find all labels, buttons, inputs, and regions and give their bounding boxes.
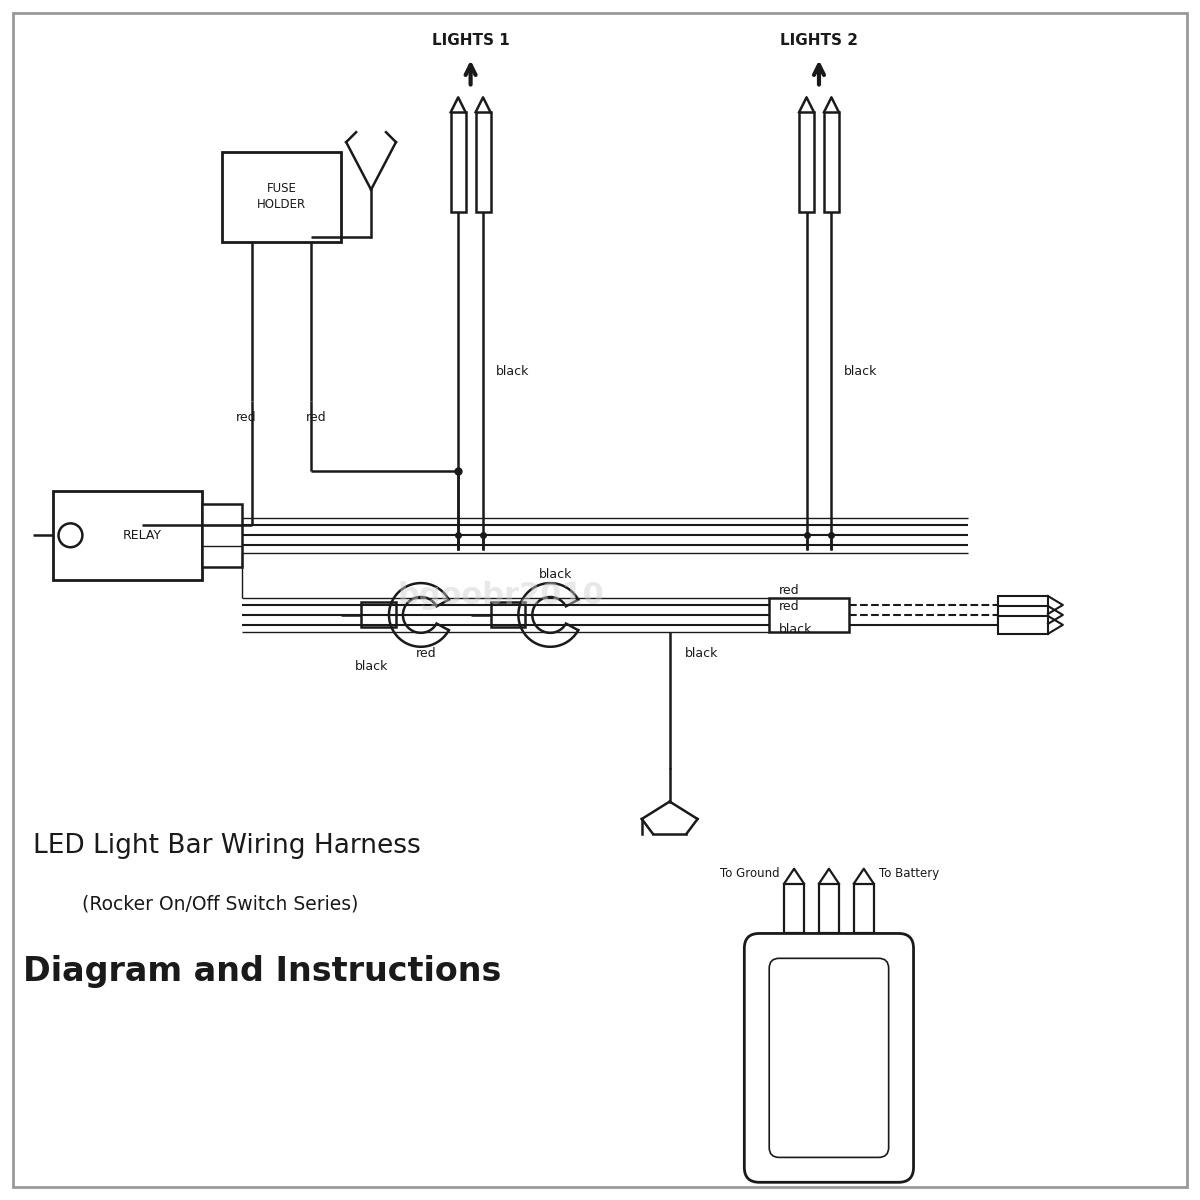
Bar (998, 606, 1048, 624)
FancyBboxPatch shape (744, 934, 913, 1182)
Bar (222, 152, 341, 241)
Text: red: red (779, 583, 799, 596)
Text: black: black (844, 365, 877, 378)
Text: To Ground: To Ground (720, 868, 779, 881)
Bar (361, 602, 396, 628)
Bar (769, 598, 848, 632)
Text: To Battery: To Battery (878, 868, 938, 881)
Text: black: black (685, 647, 718, 660)
Bar (784, 883, 804, 934)
Text: bgoobr2010: bgoobr2010 (397, 581, 604, 610)
Bar (998, 616, 1048, 634)
Bar (799, 113, 814, 212)
Bar (491, 602, 526, 628)
Text: LIGHTS 1: LIGHTS 1 (432, 32, 510, 48)
Text: FUSE
HOLDER: FUSE HOLDER (257, 182, 306, 211)
Bar (854, 883, 874, 934)
Text: LED Light Bar Wiring Harness: LED Light Bar Wiring Harness (32, 833, 420, 859)
Text: (Rocker On/Off Switch Series): (Rocker On/Off Switch Series) (83, 894, 359, 913)
Text: red: red (236, 410, 257, 424)
Text: black: black (779, 623, 812, 636)
FancyBboxPatch shape (769, 959, 889, 1158)
Text: LIGHTS 2: LIGHTS 2 (780, 32, 858, 48)
Bar (451, 113, 466, 212)
Text: red: red (779, 600, 799, 613)
Bar (202, 504, 241, 566)
Text: black: black (354, 660, 388, 673)
Bar (53, 491, 202, 580)
Bar (818, 883, 839, 934)
Text: red: red (306, 410, 326, 424)
Text: RELAY: RELAY (122, 529, 162, 542)
Bar (475, 113, 491, 212)
Text: Diagram and Instructions: Diagram and Instructions (23, 955, 502, 988)
Bar (824, 113, 839, 212)
Text: black: black (539, 568, 572, 581)
Text: black: black (496, 365, 529, 378)
Bar (998, 596, 1048, 614)
Text: red: red (416, 647, 437, 660)
